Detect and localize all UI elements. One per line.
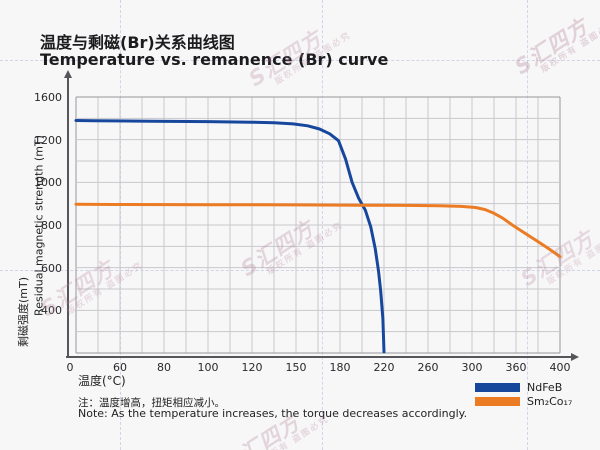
note-en: Note: As the temperature increases, the … — [78, 407, 468, 420]
x-tick-label: 300 — [461, 361, 483, 374]
x-axis-title: 温度(°C) — [78, 374, 126, 388]
y-tick-label: 1200 — [34, 133, 62, 147]
x-tick-label: 120 — [241, 361, 263, 374]
x-tick-label: 0 — [66, 361, 74, 374]
x-axis-line — [66, 356, 572, 358]
x-axis-arrow-icon — [571, 353, 579, 362]
x-tick-label: 60 — [113, 361, 127, 374]
y-tick-label: 800 — [41, 219, 62, 232]
watermark-guide-line — [0, 60, 600, 61]
ndfeb-color-swatch — [475, 383, 520, 392]
sm2co17-curve — [74, 202, 562, 259]
x-tick-label: 400 — [549, 361, 571, 374]
sm2co17-color-swatch — [475, 397, 520, 406]
sm2co17-legend-label: Sm₂Co₁₇ — [527, 395, 573, 408]
y-tick-label: 600 — [41, 261, 62, 275]
x-tick-label: 260 — [417, 361, 439, 374]
plot-area — [74, 96, 562, 354]
y-axis-arrow-icon — [63, 70, 72, 78]
brand-watermark: S汇四方版权所有 盗图必究 — [510, 14, 600, 80]
ndfeb-legend-label: NdFeB — [527, 381, 563, 394]
y-axis-line — [67, 77, 69, 358]
x-tick-label: 180 — [329, 361, 351, 374]
ndfeb-curve — [74, 119, 386, 354]
chart-title-en: Temperature vs. remanence (Br) curve — [40, 50, 389, 69]
legend-item-sm2co17: Sm₂Co₁₇ — [475, 395, 572, 408]
y-tick-label: 1600 — [34, 91, 62, 104]
x-tick-label: 220 — [373, 361, 395, 374]
note-zh: 注：温度增高，扭矩相应减小。 — [78, 397, 225, 409]
legend-item-ndfeb: NdFeB — [475, 381, 572, 394]
x-tick-label: 100 — [197, 361, 219, 374]
watermark-guide-line — [0, 270, 600, 271]
x-tick-label: 150 — [285, 361, 307, 374]
y-tick-label: 1000 — [34, 176, 62, 190]
x-tick-label: 360 — [505, 361, 527, 374]
y-tick-label: 400 — [41, 304, 62, 318]
x-tick-label: 80 — [157, 361, 171, 374]
legend: NdFeB Sm₂Co₁₇ — [475, 381, 572, 409]
chart-title-zh: 温度与剩磁(Br)关系曲线图 — [40, 33, 235, 52]
